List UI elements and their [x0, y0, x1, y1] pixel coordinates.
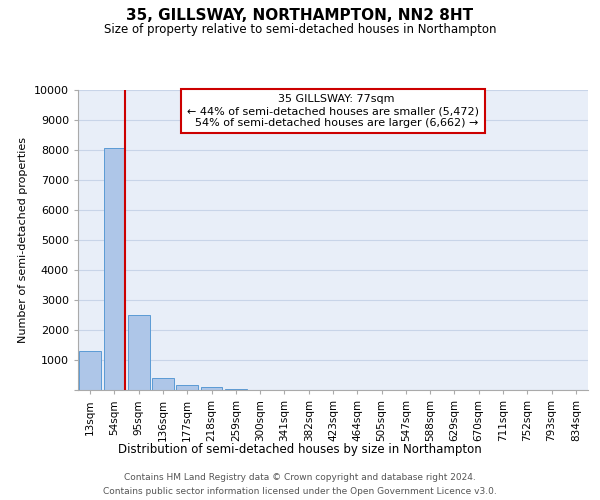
Text: Contains public sector information licensed under the Open Government Licence v3: Contains public sector information licen…	[103, 488, 497, 496]
Bar	[128, 315, 149, 390]
Text: Contains HM Land Registry data © Crown copyright and database right 2024.: Contains HM Land Registry data © Crown c…	[124, 472, 476, 482]
Y-axis label: Number of semi-detached properties: Number of semi-detached properties	[19, 137, 28, 343]
Bar	[79, 351, 101, 390]
Bar	[104, 148, 125, 390]
Text: 35, GILLSWAY, NORTHAMPTON, NN2 8HT: 35, GILLSWAY, NORTHAMPTON, NN2 8HT	[127, 8, 473, 22]
Text: Size of property relative to semi-detached houses in Northampton: Size of property relative to semi-detach…	[104, 22, 496, 36]
Text: Distribution of semi-detached houses by size in Northampton: Distribution of semi-detached houses by …	[118, 442, 482, 456]
Bar	[152, 378, 174, 390]
Bar	[176, 385, 198, 390]
Text: 35 GILLSWAY: 77sqm
← 44% of semi-detached houses are smaller (5,472)
  54% of se: 35 GILLSWAY: 77sqm ← 44% of semi-detache…	[187, 94, 479, 128]
Bar	[225, 388, 247, 390]
Bar	[200, 387, 223, 390]
